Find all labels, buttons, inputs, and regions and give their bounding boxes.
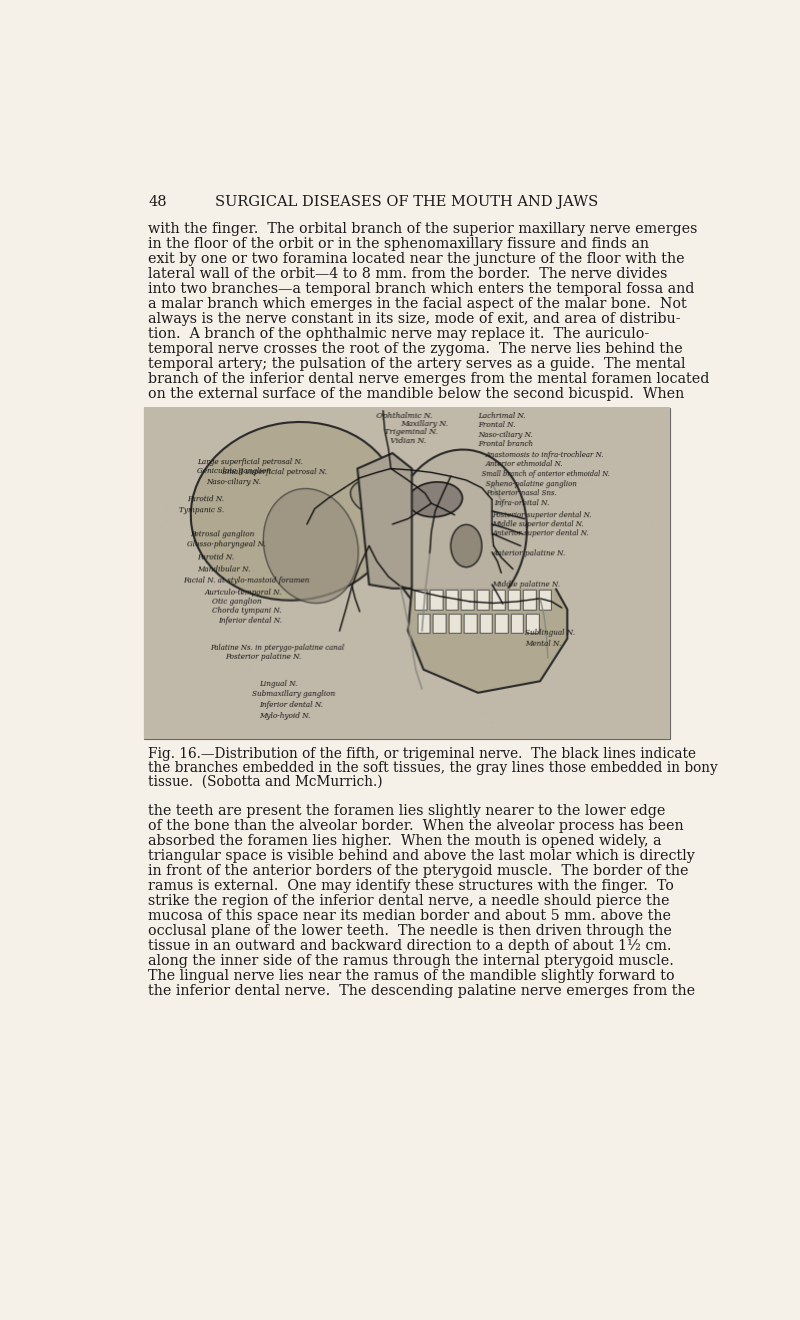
Text: tissue.  (Sobotta and McMurrich.): tissue. (Sobotta and McMurrich.) <box>148 775 382 788</box>
Text: tissue in an outward and backward direction to a depth of about 1½ cm.: tissue in an outward and backward direct… <box>148 939 671 953</box>
Text: exit by one or two foramina located near the juncture of the floor with the: exit by one or two foramina located near… <box>148 252 685 265</box>
Text: temporal nerve crosses the root of the zygoma.  The nerve lies behind the: temporal nerve crosses the root of the z… <box>148 342 682 355</box>
Text: tion.  A branch of the ophthalmic nerve may replace it.  The auriculo­: tion. A branch of the ophthalmic nerve m… <box>148 326 650 341</box>
Text: branch of the inferior dental nerve emerges from the mental foramen located: branch of the inferior dental nerve emer… <box>148 372 710 385</box>
Text: into two branches—a temporal branch which enters the temporal fossa and: into two branches—a temporal branch whic… <box>148 281 694 296</box>
Text: of the bone than the alveolar border.  When the alveolar process has been: of the bone than the alveolar border. Wh… <box>148 818 684 833</box>
Text: triangular space is visible behind and above the last molar which is directly: triangular space is visible behind and a… <box>148 849 694 863</box>
Text: ramus is external.  One may identify these structures with the finger.  To: ramus is external. One may identify thes… <box>148 879 674 892</box>
Text: mucosa of this space near its median border and about 5 mm. above the: mucosa of this space near its median bor… <box>148 908 671 923</box>
Text: absorbed the foramen lies higher.  When the mouth is opened widely, a: absorbed the foramen lies higher. When t… <box>148 834 662 847</box>
Text: Fig. 16.—Distribution of the fifth, or trigeminal nerve.  The black lines indica: Fig. 16.—Distribution of the fifth, or t… <box>148 747 696 760</box>
Text: a malar branch which emerges in the facial aspect of the malar bone.  Not: a malar branch which emerges in the faci… <box>148 297 686 310</box>
Text: in front of the anterior borders of the pterygoid muscle.  The border of the: in front of the anterior borders of the … <box>148 863 689 878</box>
Text: in the floor of the orbit or in the sphenomaxillary fissure and finds an: in the floor of the orbit or in the sphe… <box>148 236 649 251</box>
Text: SURGICAL DISEASES OF THE MOUTH AND JAWS: SURGICAL DISEASES OF THE MOUTH AND JAWS <box>215 195 598 210</box>
Text: on the external surface of the mandible below the second bicuspid.  When: on the external surface of the mandible … <box>148 387 684 401</box>
Text: 48: 48 <box>148 195 166 210</box>
Text: The lingual nerve lies near the ramus of the mandible slightly forward to: The lingual nerve lies near the ramus of… <box>148 969 674 983</box>
Text: the teeth are present the foramen lies slightly nearer to the lower edge: the teeth are present the foramen lies s… <box>148 804 666 817</box>
Text: with the finger.  The orbital branch of the superior maxillary nerve emerges: with the finger. The orbital branch of t… <box>148 222 698 235</box>
Text: temporal artery; the pulsation of the artery serves as a guide.  The mental: temporal artery; the pulsation of the ar… <box>148 356 686 371</box>
Text: lateral wall of the orbit—4 to 8 mm. from the border.  The nerve divides: lateral wall of the orbit—4 to 8 mm. fro… <box>148 267 667 281</box>
Text: along the inner side of the ramus through the internal pterygoid muscle.: along the inner side of the ramus throug… <box>148 954 674 968</box>
Text: occlusal plane of the lower teeth.  The needle is then driven through the: occlusal plane of the lower teeth. The n… <box>148 924 672 937</box>
Text: always is the nerve constant in its size, mode of exit, and area of distribu­: always is the nerve constant in its size… <box>148 312 681 326</box>
Bar <box>144 408 670 739</box>
Text: strike the region of the inferior dental nerve, a needle should pierce the: strike the region of the inferior dental… <box>148 894 670 908</box>
Text: the branches embedded in the soft tissues, the gray lines those embedded in bony: the branches embedded in the soft tissue… <box>148 760 718 775</box>
Text: the inferior dental nerve.  The descending palatine nerve emerges from the: the inferior dental nerve. The descendin… <box>148 983 695 998</box>
